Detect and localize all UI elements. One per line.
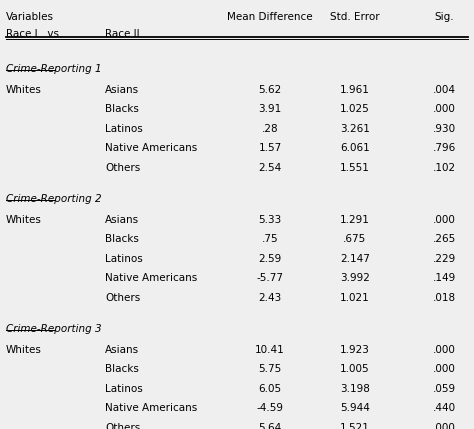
- Text: Whites: Whites: [6, 85, 42, 94]
- Text: Latinos: Latinos: [105, 254, 143, 264]
- Text: .000: .000: [433, 423, 456, 429]
- Text: Crime-Reporting 3: Crime-Reporting 3: [6, 324, 102, 334]
- Text: Others: Others: [105, 293, 140, 303]
- Text: Crime-Reporting 2: Crime-Reporting 2: [6, 194, 102, 204]
- Text: .000: .000: [433, 344, 456, 355]
- Text: Others: Others: [105, 423, 140, 429]
- Text: Variables: Variables: [6, 12, 54, 22]
- Text: 3.91: 3.91: [258, 104, 282, 114]
- Text: 1.291: 1.291: [340, 214, 370, 225]
- Text: 5.75: 5.75: [258, 364, 282, 374]
- Text: 5.944: 5.944: [340, 403, 370, 413]
- Text: 1.021: 1.021: [340, 293, 370, 303]
- Text: 3.992: 3.992: [340, 273, 370, 283]
- Text: Blacks: Blacks: [105, 364, 139, 374]
- Text: Latinos: Latinos: [105, 124, 143, 134]
- Text: 1.521: 1.521: [340, 423, 370, 429]
- Text: 3.261: 3.261: [340, 124, 370, 134]
- Text: .018: .018: [433, 293, 456, 303]
- Text: 2.54: 2.54: [258, 163, 282, 173]
- Text: 6.061: 6.061: [340, 143, 370, 153]
- Text: Asians: Asians: [105, 85, 139, 94]
- Text: 5.64: 5.64: [258, 423, 282, 429]
- Text: .102: .102: [433, 163, 456, 173]
- Text: Asians: Asians: [105, 344, 139, 355]
- Text: .675: .675: [343, 234, 366, 244]
- Text: Race II: Race II: [105, 29, 140, 39]
- Text: 1.57: 1.57: [258, 143, 282, 153]
- Text: 2.43: 2.43: [258, 293, 282, 303]
- Text: .796: .796: [433, 143, 456, 153]
- Text: Blacks: Blacks: [105, 104, 139, 114]
- Text: .229: .229: [433, 254, 456, 264]
- Text: Others: Others: [105, 163, 140, 173]
- Text: Crime-Reporting 1: Crime-Reporting 1: [6, 64, 102, 74]
- Text: Whites: Whites: [6, 214, 42, 225]
- Text: 2.147: 2.147: [340, 254, 370, 264]
- Text: Latinos: Latinos: [105, 384, 143, 394]
- Text: .059: .059: [433, 384, 456, 394]
- Text: .440: .440: [433, 403, 456, 413]
- Text: .000: .000: [433, 364, 456, 374]
- Text: Mean Difference: Mean Difference: [227, 12, 313, 22]
- Text: .75: .75: [262, 234, 278, 244]
- Text: 10.41: 10.41: [255, 344, 285, 355]
- Text: Asians: Asians: [105, 214, 139, 225]
- Text: 1.923: 1.923: [340, 344, 370, 355]
- Text: .149: .149: [433, 273, 456, 283]
- Text: .004: .004: [433, 85, 456, 94]
- Text: 1.025: 1.025: [340, 104, 370, 114]
- Text: 3.198: 3.198: [340, 384, 370, 394]
- Text: Blacks: Blacks: [105, 234, 139, 244]
- Text: 1.551: 1.551: [340, 163, 370, 173]
- Text: Race I   vs.: Race I vs.: [6, 29, 63, 39]
- Text: 5.62: 5.62: [258, 85, 282, 94]
- Text: Native Americans: Native Americans: [105, 403, 197, 413]
- Text: 1.961: 1.961: [340, 85, 370, 94]
- Text: 2.59: 2.59: [258, 254, 282, 264]
- Text: 5.33: 5.33: [258, 214, 282, 225]
- Text: .28: .28: [262, 124, 278, 134]
- Text: 1.005: 1.005: [340, 364, 370, 374]
- Text: .000: .000: [433, 214, 456, 225]
- Text: -4.59: -4.59: [256, 403, 283, 413]
- Text: Sig.: Sig.: [435, 12, 454, 22]
- Text: -5.77: -5.77: [256, 273, 283, 283]
- Text: Std. Error: Std. Error: [330, 12, 380, 22]
- Text: .265: .265: [433, 234, 456, 244]
- Text: .930: .930: [433, 124, 456, 134]
- Text: Native Americans: Native Americans: [105, 143, 197, 153]
- Text: Whites: Whites: [6, 344, 42, 355]
- Text: .000: .000: [433, 104, 456, 114]
- Text: Native Americans: Native Americans: [105, 273, 197, 283]
- Text: 6.05: 6.05: [258, 384, 282, 394]
